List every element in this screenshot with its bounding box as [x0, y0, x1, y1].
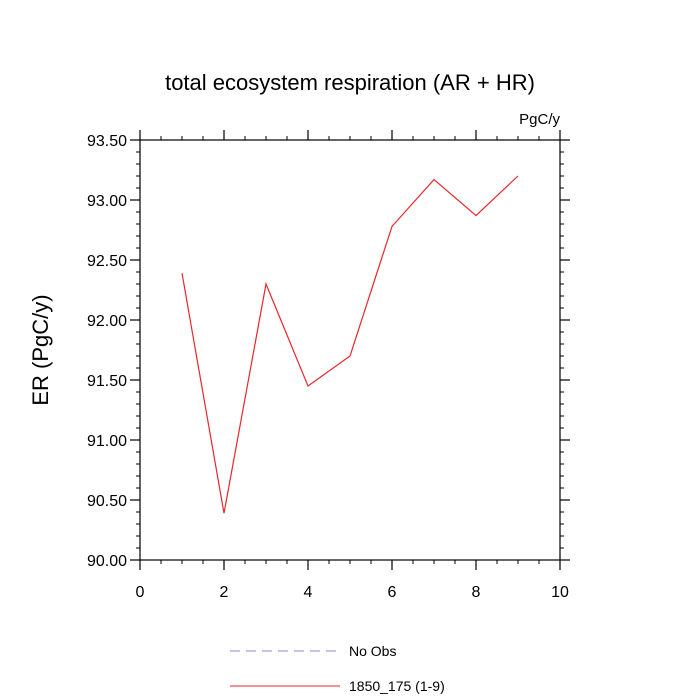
y-axis-label: ER (PgC/y): [28, 294, 53, 405]
minor-ticks: [136, 136, 564, 564]
x-tick-label: 2: [220, 584, 229, 601]
y-tick-label: 92.00: [87, 313, 127, 330]
y-tick-label: 91.00: [87, 433, 127, 450]
y-tick-labels: 90.00 90.50 91.00 91.50 92.00 92.50 93.00 93.50: [87, 133, 127, 570]
plot-frame: [139, 139, 561, 561]
series-layer: [181, 175, 519, 514]
x-tick-label: 0: [136, 584, 145, 601]
x-tick-labels: 0 2 4 6 8 10: [136, 584, 569, 601]
y-tick-label: 91.50: [87, 373, 127, 390]
y-tick-label: 90.50: [87, 493, 127, 510]
legend-label: No Obs: [349, 643, 396, 659]
x-tick-label: 6: [388, 584, 397, 601]
x-tick-label: 10: [551, 584, 569, 601]
legend-label: 1850_175 (1-9): [349, 678, 445, 694]
plot-border: [139, 139, 561, 561]
chart-title: total ecosystem respiration (AR + HR): [165, 70, 535, 95]
y-tick-label: 93.50: [87, 133, 127, 150]
y-tick-label: 90.00: [87, 553, 127, 570]
series-line: [181, 175, 519, 514]
x-tick-label: 8: [472, 584, 481, 601]
legend: No Obs 1850_175 (1-9): [230, 643, 445, 694]
y-tick-label: 93.00: [87, 193, 127, 210]
y-tick-label: 92.50: [87, 253, 127, 270]
units-label: PgC/y: [519, 111, 560, 128]
major-ticks: [130, 130, 570, 570]
x-tick-label: 4: [304, 584, 313, 601]
